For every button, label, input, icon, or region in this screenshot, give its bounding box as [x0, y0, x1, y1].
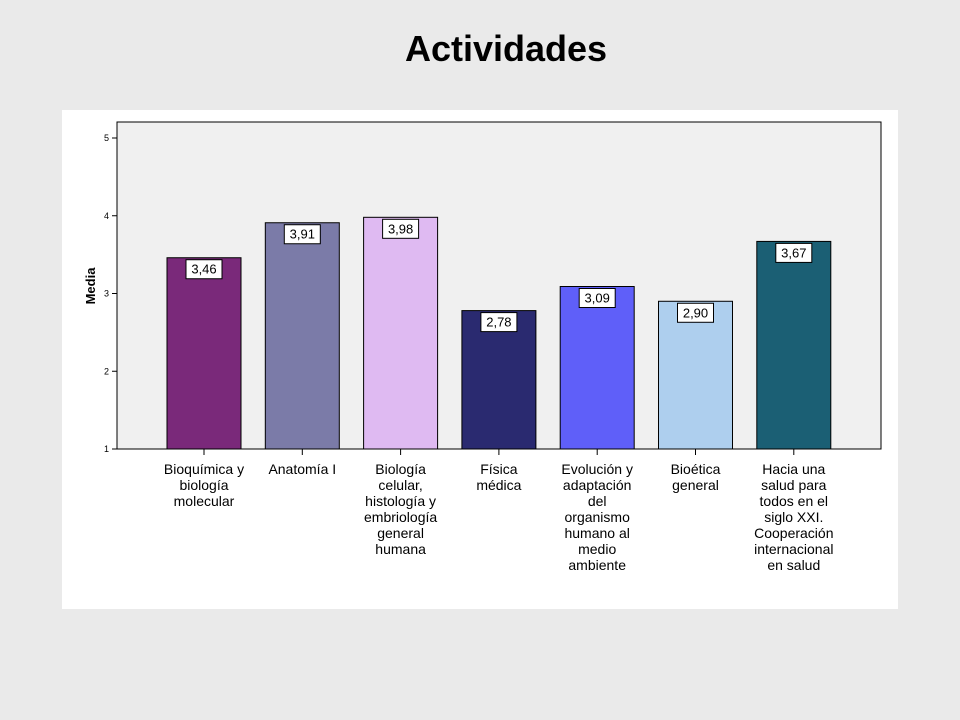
data-label: 3,67: [781, 245, 806, 260]
data-label-box: [283, 224, 321, 245]
data-label: 2,90: [683, 305, 708, 320]
bar: [363, 216, 439, 450]
x-tick-label-line: Biología: [375, 461, 426, 477]
x-tick-label-line: todos en el: [759, 493, 829, 509]
x-tick-label: Bioética general: [646, 461, 746, 493]
data-label-box: [480, 312, 518, 333]
x-tick-label-line: Cooperación: [754, 525, 834, 541]
chart-panel: 1 2 3 4 5 3,46 3,91 3,98 2,78 3,09 2,90 3,67 Media…: [62, 110, 898, 609]
data-label-box: [578, 288, 616, 309]
x-tick-label: Biología celular, histología y embriología g…: [351, 461, 451, 557]
y-axis: 1 2 3 4 5: [104, 133, 117, 454]
x-tick-label-line: general: [672, 477, 719, 493]
y-tick-label: 5: [104, 133, 109, 143]
data-label-box: [382, 218, 420, 239]
x-tick-label: Evolución y adaptación del organismo humano …: [547, 461, 647, 573]
x-tick-label-line: ambiente: [568, 557, 626, 573]
bar: [461, 310, 537, 450]
x-tick-label-line: Física: [480, 461, 518, 477]
x-tick-label-line: humano al: [564, 525, 630, 541]
x-tick-label: Bioquímica y biología molecular: [154, 461, 254, 509]
x-tick-label-line: general: [377, 525, 424, 541]
x-tick-label-line: medio: [578, 541, 617, 557]
x-tick-label-line: adaptación: [562, 477, 632, 493]
data-labels: 3,46 3,91 3,98 2,78 3,09 2,90 3,67: [185, 218, 813, 333]
x-tick-label-line: Hacia una: [762, 461, 826, 477]
x-tick-label-line: organismo: [564, 509, 630, 525]
y-tick-label: 1: [104, 444, 109, 454]
x-tick-label-line: médica: [476, 477, 522, 493]
bar: [756, 240, 832, 450]
x-tick-label-line: en salud: [767, 557, 821, 573]
x-tick-label-line: celular,: [378, 477, 423, 493]
x-tick-label-line: Evolución y: [561, 461, 633, 477]
data-label: 3,91: [290, 227, 315, 242]
x-tick-label: Física médica: [449, 461, 549, 493]
bar-chart: 1 2 3 4 5 3,46 3,91 3,98 2,78 3,09 2,90 3,67 Media: [83, 121, 882, 455]
x-tick-label-line: salud para: [761, 477, 827, 493]
x-tick-label-line: Bioquímica y: [163, 461, 245, 477]
bar: [559, 286, 635, 450]
x-tick-label-line: del: [587, 493, 607, 509]
bar: [264, 222, 340, 450]
y-tick-label: 2: [104, 366, 109, 376]
x-tick-label: Hacia una salud para todos en el siglo XXI.…: [744, 461, 844, 573]
y-tick-label: 3: [104, 289, 109, 299]
data-label: 3,46: [191, 262, 216, 277]
x-tick-label: Anatomía I: [252, 461, 352, 477]
data-label-box: [775, 242, 813, 263]
data-label-box: [185, 259, 223, 280]
x-tick-label-line: Bioética: [670, 461, 721, 477]
bars: [166, 216, 832, 455]
x-tick-label-line: embriología: [364, 509, 438, 525]
x-tick-label-line: Anatomía I: [268, 461, 337, 477]
bar: [166, 257, 242, 450]
x-tick-label-line: histología y: [365, 493, 436, 509]
y-axis-label: Media: [83, 267, 98, 305]
bar: [658, 300, 733, 450]
data-label-box: [677, 302, 714, 323]
x-tick-label-line: molecular: [173, 493, 235, 509]
x-tick-label-line: internacional: [754, 541, 834, 557]
data-label: 3,98: [388, 221, 413, 236]
data-label: 2,78: [486, 315, 511, 330]
x-tick-label-line: biología: [179, 477, 229, 493]
page-title: Actividades: [404, 28, 608, 69]
x-tick-label-line: siglo XXI.: [764, 509, 824, 525]
data-label: 3,09: [585, 291, 610, 306]
y-tick-label: 4: [104, 211, 109, 221]
x-tick-label-line: humana: [375, 541, 426, 557]
